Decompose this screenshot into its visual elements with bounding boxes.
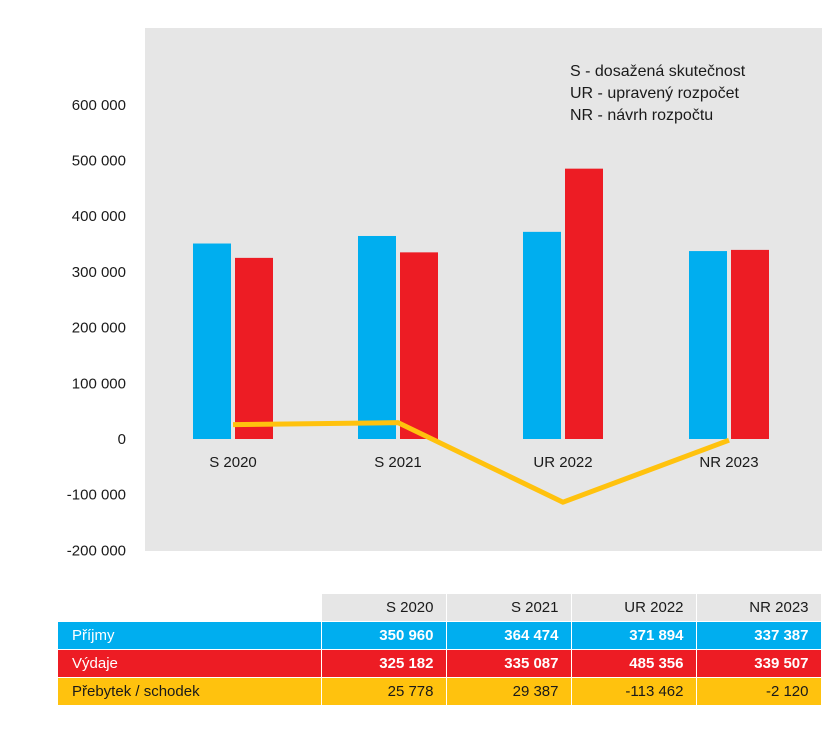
table-cell: 485 356 — [571, 649, 697, 678]
y-tick-label: 0 — [118, 431, 126, 448]
y-tick-label: 300 000 — [72, 264, 126, 281]
category-labels: S 2020 S 2021 UR 2022 NR 2023 — [209, 454, 758, 471]
row-label: Příjmy — [58, 621, 322, 650]
chart-svg: 600 000 500 000 400 000 300 000 200 000 100 0… — [67, 28, 822, 560]
table-cell: -113 462 — [571, 677, 697, 706]
table-row-bilance: Přebytek / schodek 25 778 29 387 -113 46… — [58, 677, 822, 706]
category-label: S 2020 — [209, 454, 257, 471]
table-corner — [58, 594, 322, 622]
table-cell: 339 507 — [696, 649, 822, 678]
table-cell: 364 474 — [446, 621, 572, 650]
table-header-s2021: S 2021 — [446, 594, 572, 622]
legend-notes: S - dosažená skutečnost UR - upravený ro… — [570, 63, 746, 124]
table-header-row: S 2020 S 2021 UR 2022 NR 2023 — [58, 594, 822, 622]
table-cell: 25 778 — [321, 677, 447, 706]
y-tick-label: 200 000 — [72, 320, 126, 337]
legend-note-s: S - dosažená skutečnost — [570, 63, 746, 80]
bar-vydaje — [235, 257, 273, 439]
legend-note-ur: UR - upravený rozpočet — [570, 85, 740, 102]
category-label: S 2021 — [374, 454, 422, 471]
row-label: Výdaje — [58, 649, 322, 678]
table-cell: -2 120 — [696, 677, 822, 706]
bar-prijmy — [358, 235, 396, 439]
bar-vydaje — [565, 168, 603, 439]
bar-vydaje — [400, 252, 438, 439]
y-axis-ticks: 600 000 500 000 400 000 300 000 200 000 100 0… — [67, 97, 126, 560]
data-table: S 2020 S 2021 UR 2022 NR 2023 Příjmy 350… — [58, 594, 822, 706]
y-tick-label: -100 000 — [67, 487, 126, 504]
table-header-nr2023: NR 2023 — [696, 594, 822, 622]
legend-note-nr: NR - návrh rozpočtu — [570, 107, 713, 124]
y-tick-label: 600 000 — [72, 97, 126, 114]
table-row-prijmy: Příjmy 350 960 364 474 371 894 337 387 — [58, 621, 822, 650]
category-label: NR 2023 — [699, 454, 758, 471]
y-tick-label: -200 000 — [67, 542, 126, 559]
table-cell: 335 087 — [446, 649, 572, 678]
table-cell: 29 387 — [446, 677, 572, 706]
bar-prijmy — [689, 251, 727, 439]
chart-area: 600 000 500 000 400 000 300 000 200 000 100 0… — [67, 28, 822, 560]
table-cell: 350 960 — [321, 621, 447, 650]
bar-prijmy — [193, 243, 231, 439]
table-cell: 371 894 — [571, 621, 697, 650]
bar-prijmy — [523, 231, 561, 439]
bar-vydaje — [731, 249, 769, 439]
row-label: Přebytek / schodek — [58, 677, 322, 706]
y-tick-label: 100 000 — [72, 375, 126, 392]
table-cell: 325 182 — [321, 649, 447, 678]
table-row-vydaje: Výdaje 325 182 335 087 485 356 339 507 — [58, 649, 822, 678]
line-prebytek-schodek — [232, 420, 730, 505]
category-label: UR 2022 — [533, 454, 592, 471]
y-tick-label: 500 000 — [72, 153, 126, 170]
y-tick-label: 400 000 — [72, 208, 126, 225]
table-cell: 337 387 — [696, 621, 822, 650]
bars — [193, 168, 769, 439]
table-header-s2020: S 2020 — [321, 594, 447, 622]
balance-line-layer — [232, 420, 730, 505]
table-header-ur2022: UR 2022 — [571, 594, 697, 622]
